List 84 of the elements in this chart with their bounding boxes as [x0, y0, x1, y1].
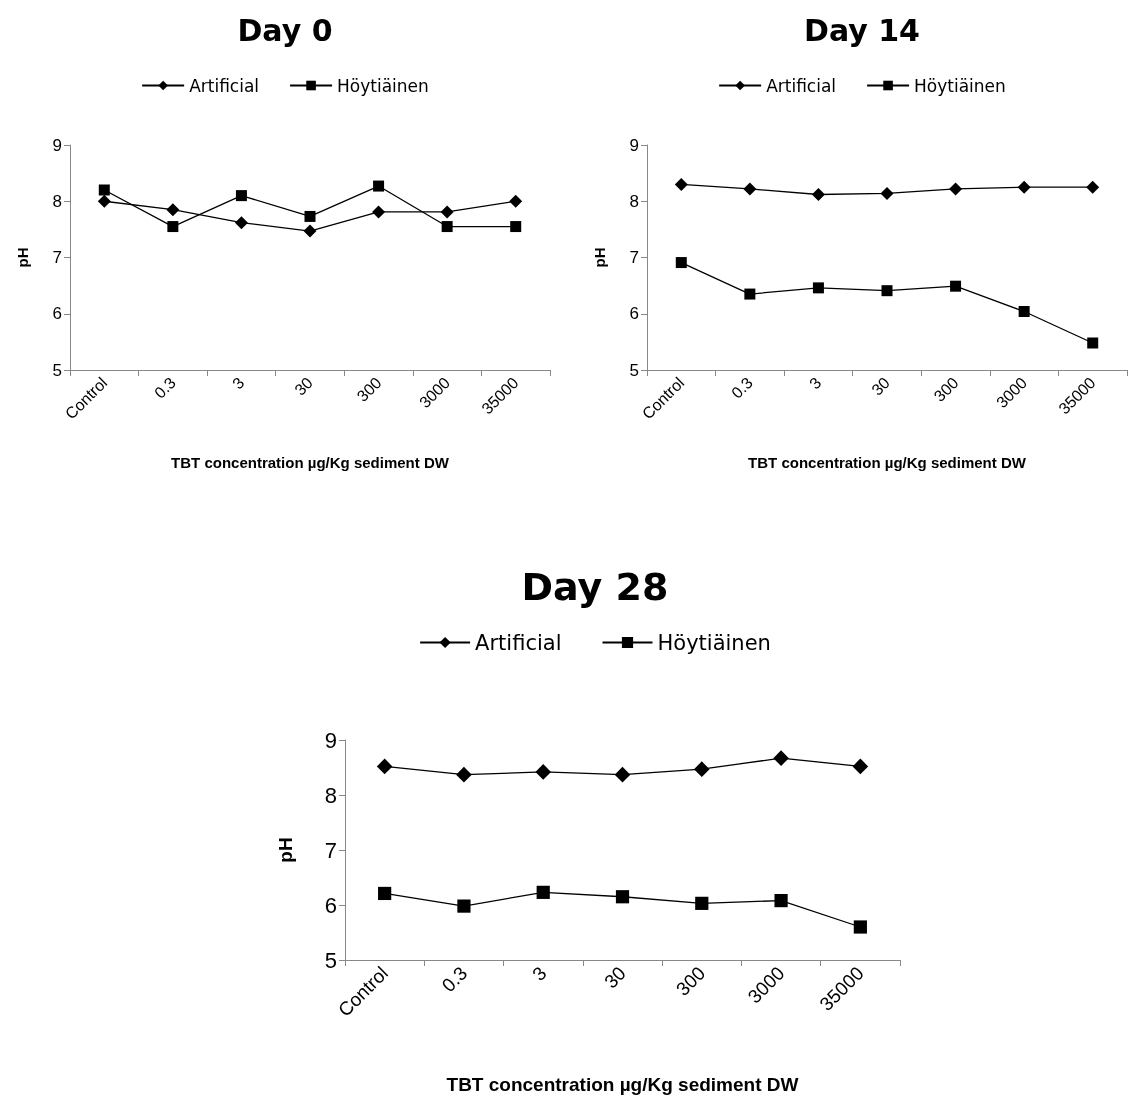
point	[881, 285, 893, 297]
point	[510, 221, 522, 233]
chart-title: Day 14	[804, 12, 920, 48]
point	[535, 764, 552, 780]
point	[456, 766, 472, 783]
point	[949, 182, 963, 196]
point	[372, 205, 386, 219]
y-tick-label: 5	[52, 360, 62, 380]
y-axis-title: pH	[591, 247, 608, 268]
y-axis-title: pH	[14, 247, 31, 268]
point	[1086, 180, 1100, 194]
point	[378, 886, 392, 901]
point	[376, 758, 393, 775]
x-axis-title: TBT concentration µg/Kg sediment DW	[171, 454, 450, 471]
legend-label: Höytiäinen	[337, 75, 429, 96]
legend-label: Höytiäinen	[914, 75, 1006, 96]
point	[167, 221, 179, 233]
x-axis-title: TBT concentration µg/Kg sediment DW	[446, 1074, 799, 1095]
y-tick-label: 6	[52, 304, 62, 324]
point	[536, 885, 550, 899]
y-tick-label: 7	[52, 248, 62, 267]
x-tick-label: 0.3	[728, 373, 756, 402]
y-tick-label: 7	[629, 248, 639, 267]
point	[693, 761, 710, 777]
y-tick-label: 5	[629, 360, 639, 380]
point	[98, 184, 110, 196]
point	[440, 205, 454, 219]
point	[773, 750, 789, 766]
x-tick-label: 0.3	[151, 373, 179, 402]
x-tick-label: 30	[600, 962, 630, 993]
point	[441, 221, 453, 233]
point	[1018, 306, 1030, 317]
legend-label: Artificial	[189, 75, 260, 96]
point	[743, 182, 757, 196]
point	[166, 203, 180, 217]
point	[509, 194, 523, 208]
point	[811, 188, 825, 201]
point	[675, 257, 687, 269]
x-tick-label: 30	[291, 373, 317, 399]
y-tick-label: 6	[629, 304, 639, 324]
point	[303, 224, 317, 238]
legend-label: Artificial	[475, 630, 562, 655]
x-tick-label: 3	[229, 373, 248, 393]
x-tick-label: 300	[930, 373, 962, 405]
y-tick-label: 7	[324, 837, 337, 863]
x-tick-label: 3	[528, 962, 551, 985]
point	[852, 758, 869, 775]
x-axis-title: TBT concentration µg/Kg sediment DW	[748, 454, 1027, 471]
point	[853, 920, 867, 934]
legend-label: Artificial	[766, 75, 837, 96]
legend-label: Höytiäinen	[657, 630, 771, 655]
y-axis-title: pH	[275, 837, 296, 863]
x-tick-label: 300	[353, 373, 385, 405]
x-tick-label: 0.3	[437, 962, 472, 997]
y-tick-label: 8	[52, 191, 62, 211]
point	[950, 280, 962, 292]
chart-title: Day 28	[521, 565, 669, 609]
x-tick-label: 300	[671, 962, 710, 1000]
point	[373, 180, 385, 192]
point	[614, 766, 631, 783]
point	[774, 894, 788, 908]
y-tick-label: 9	[324, 727, 337, 753]
y-tick-label: 9	[52, 135, 62, 155]
x-tick-label: 3	[806, 373, 825, 393]
point	[695, 896, 709, 910]
point	[880, 186, 894, 200]
y-tick-label: 8	[324, 782, 337, 808]
y-tick-label: 6	[324, 892, 337, 918]
point	[234, 216, 248, 230]
point	[97, 194, 111, 208]
point	[812, 282, 824, 294]
y-tick-label: 9	[629, 135, 639, 155]
point	[744, 288, 756, 300]
point	[235, 190, 247, 202]
y-tick-label: 5	[324, 947, 337, 973]
chart-title: Day 0	[237, 12, 333, 48]
point	[304, 210, 316, 222]
y-tick-label: 8	[629, 191, 639, 211]
point	[1017, 180, 1031, 194]
point	[457, 899, 471, 913]
point	[615, 890, 630, 904]
point	[1087, 337, 1099, 349]
point	[674, 177, 688, 191]
x-tick-label: 30	[868, 373, 894, 399]
